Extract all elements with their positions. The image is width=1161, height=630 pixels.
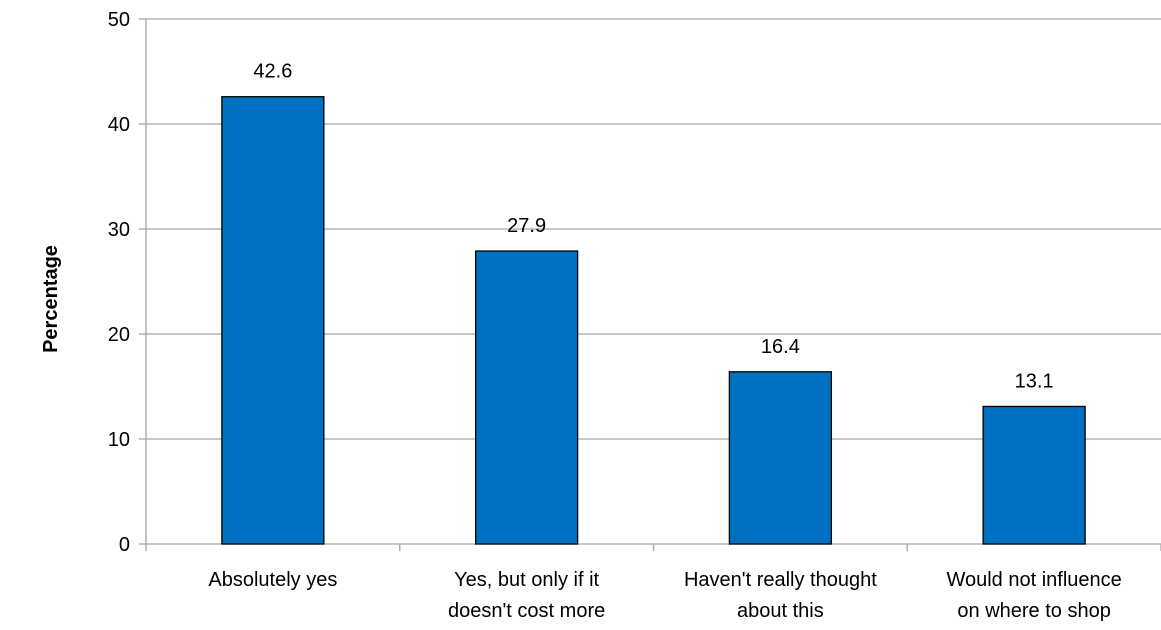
y-axis-title: Percentage <box>40 245 62 353</box>
y-tick-label: 20 <box>108 324 130 346</box>
x-category-label-line: Absolutely yes <box>208 569 337 591</box>
y-tick-label: 10 <box>108 429 130 451</box>
data-label: 27.9 <box>507 215 546 237</box>
x-category-label-line: Yes, but only if it <box>454 569 599 591</box>
data-label: 16.4 <box>761 336 800 358</box>
y-tick-label: 30 <box>108 219 130 241</box>
x-axis-category-labels: Absolutely yes Yes, but only if it doesn't… <box>208 569 1121 622</box>
bars <box>221 96 1086 545</box>
bar <box>982 405 1086 545</box>
y-axis-tick-labels: 0 10 20 30 40 50 <box>108 9 130 556</box>
x-category-label-line: about this <box>737 600 824 622</box>
x-category-label: Would not influence on where to shop <box>946 569 1121 622</box>
x-category-label: Absolutely yes <box>208 569 337 591</box>
data-label: 42.6 <box>253 61 292 83</box>
data-label: 13.1 <box>1015 370 1054 392</box>
y-tick-label: 0 <box>119 534 130 556</box>
bar <box>728 371 833 545</box>
x-category-label-line: Haven't really thought <box>684 569 877 591</box>
x-category-label-line: on where to shop <box>957 600 1110 622</box>
y-tick-label: 50 <box>108 9 130 31</box>
x-category-label: Yes, but only if it doesn't cost more <box>448 569 605 622</box>
x-category-label-line: Would not influence <box>946 569 1121 591</box>
data-labels: 42.6 27.9 16.4 13.1 <box>253 61 1053 393</box>
x-category-label: Haven't really thought about this <box>684 569 877 622</box>
bar <box>221 96 325 545</box>
x-category-label-line: doesn't cost more <box>448 600 605 622</box>
bar <box>474 250 579 545</box>
y-tick-label: 40 <box>108 114 130 136</box>
